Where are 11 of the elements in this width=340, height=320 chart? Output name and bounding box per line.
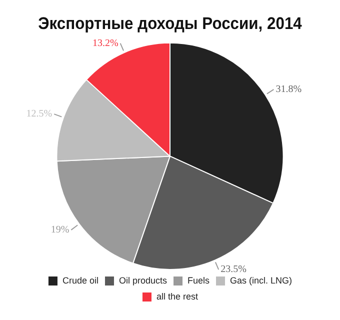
data-label: 13.2% — [92, 38, 118, 49]
legend-label: Gas (incl. LNG) — [230, 275, 292, 286]
legend-label: all the rest — [156, 291, 199, 302]
data-label: 31.8% — [276, 84, 302, 96]
data-label: 19% — [50, 224, 70, 236]
data-label: 12.5% — [26, 108, 52, 120]
legend-label: Oil products — [118, 275, 168, 286]
chart-title: Экспортные доходы России, 2014 — [38, 14, 302, 34]
legend-label: Crude oil — [62, 275, 99, 286]
legend-label: Fuels — [188, 275, 210, 286]
data-label: 23.5% — [220, 264, 246, 276]
